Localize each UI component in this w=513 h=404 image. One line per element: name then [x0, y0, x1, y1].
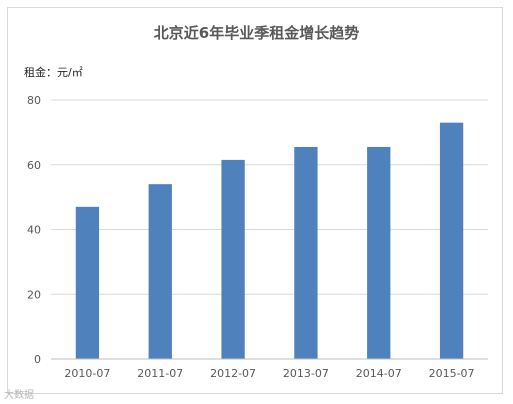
y-tick-label: 40	[27, 224, 41, 237]
chart-title: 北京近6年毕业季租金增长趋势	[153, 24, 360, 42]
bars	[75, 122, 464, 359]
y-tick-label: 80	[27, 94, 41, 107]
bar-2011-07	[148, 184, 172, 359]
y-tick-label: 60	[27, 159, 41, 172]
x-tick-label: 2010-07	[64, 367, 110, 380]
x-tick-label: 2012-07	[210, 367, 256, 380]
y-tick-label: 0	[34, 353, 41, 366]
gridlines	[51, 99, 488, 295]
x-tick-label: 2013-07	[283, 367, 329, 380]
bar-2015-07	[439, 122, 464, 359]
bar-2014-07	[367, 146, 391, 359]
x-tick-labels: 2010-07 2011-07 2012-07 2013-07 2014-07 2015-…	[64, 367, 474, 380]
x-tick-label: 2015-07	[429, 367, 475, 380]
x-tick-label: 2011-07	[137, 367, 183, 380]
y-unit-label: 租金：元/㎡	[24, 66, 83, 79]
watermark: 大数据	[4, 390, 34, 401]
x-tick-label: 2014-07	[356, 367, 402, 380]
bar-2013-07	[294, 146, 318, 359]
bar-2010-07	[75, 206, 100, 359]
bar-2012-07	[221, 159, 245, 359]
y-tick-labels: 0 20 40 60 80	[27, 94, 41, 366]
y-tick-label: 20	[27, 288, 41, 301]
